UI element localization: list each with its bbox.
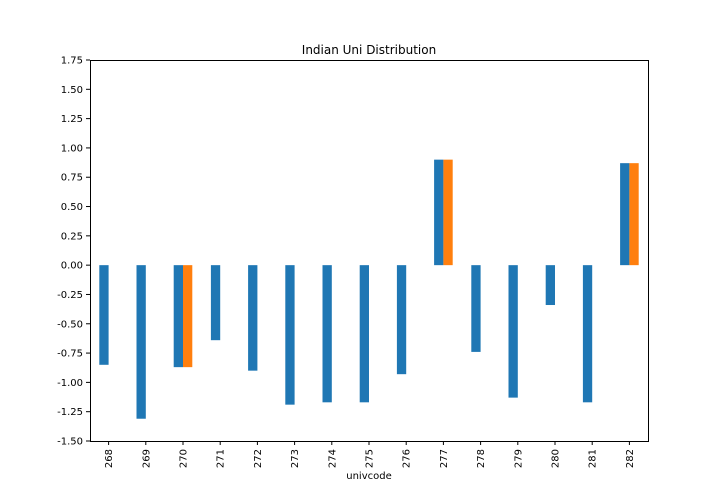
x-tick-label: 271 xyxy=(216,449,227,468)
y-tick-label: -1.00 xyxy=(57,378,83,389)
bar-269-series-1 xyxy=(136,265,146,419)
bar-282-series-1 xyxy=(620,163,630,266)
bar-277-series-1 xyxy=(434,159,444,266)
x-tick-label: 281 xyxy=(588,449,599,468)
y-tick-label: 0.25 xyxy=(61,231,83,242)
x-tick-label: 282 xyxy=(625,449,636,468)
x-tick-label: 276 xyxy=(402,449,413,468)
x-tick-label: 278 xyxy=(476,449,487,468)
x-axis-label: univcode xyxy=(346,471,392,482)
x-axis: 268 269 270 271 272 273 274 275 276 277 278 279 280 2… xyxy=(104,441,636,468)
y-tick-label: 1.50 xyxy=(61,85,83,96)
y-tick-label: 0.50 xyxy=(61,202,83,213)
bar-275-series-1 xyxy=(359,265,369,403)
y-axis: 1.75 1.50 1.25 1.00 0.75 0.50 0.25 0.00 -0.25 -0.… xyxy=(57,56,90,448)
bar-270-series-2 xyxy=(183,265,193,368)
bar-282-series-2 xyxy=(629,163,639,266)
bar-280-series-1 xyxy=(545,265,555,306)
y-tick-label: -0.50 xyxy=(57,319,83,330)
bar-281-series-1 xyxy=(582,265,593,403)
plot-frame xyxy=(90,60,649,442)
y-tick-label: -0.75 xyxy=(57,349,83,360)
bar-279-series-1 xyxy=(508,265,518,398)
y-tick-label: -1.25 xyxy=(57,407,83,418)
y-tick-label: 0.75 xyxy=(61,173,83,184)
x-tick-label: 275 xyxy=(365,449,376,468)
x-tick-label: 273 xyxy=(290,449,301,468)
x-tick-label: 270 xyxy=(179,449,190,468)
bar-273-series-1 xyxy=(285,265,295,405)
x-tick-label: 277 xyxy=(439,449,450,468)
bars-layer xyxy=(99,159,639,419)
y-tick-label: 0.00 xyxy=(61,261,83,272)
x-tick-label: 279 xyxy=(513,449,524,468)
x-tick-label: 268 xyxy=(104,449,115,468)
y-tick-label: 1.00 xyxy=(61,143,83,154)
bar-268-series-1 xyxy=(99,265,109,365)
bar-276-series-1 xyxy=(396,265,407,375)
y-tick-label: 1.75 xyxy=(61,56,83,67)
x-tick-label: 269 xyxy=(141,449,152,468)
y-tick-label: -0.25 xyxy=(57,290,83,301)
bar-274-series-1 xyxy=(322,265,332,403)
y-tick-label: -1.50 xyxy=(57,437,83,448)
x-tick-label: 274 xyxy=(327,449,338,468)
bar-270-series-1 xyxy=(173,265,183,368)
x-tick-label: 272 xyxy=(253,449,264,468)
bar-271-series-1 xyxy=(210,265,221,341)
bar-272-series-1 xyxy=(248,265,258,371)
bar-277-series-2 xyxy=(443,159,453,266)
bar-278-series-1 xyxy=(471,265,481,352)
chart-title: Indian Uni Distribution xyxy=(302,43,436,57)
y-tick-label: 1.25 xyxy=(61,114,83,125)
x-tick-label: 280 xyxy=(551,449,562,468)
